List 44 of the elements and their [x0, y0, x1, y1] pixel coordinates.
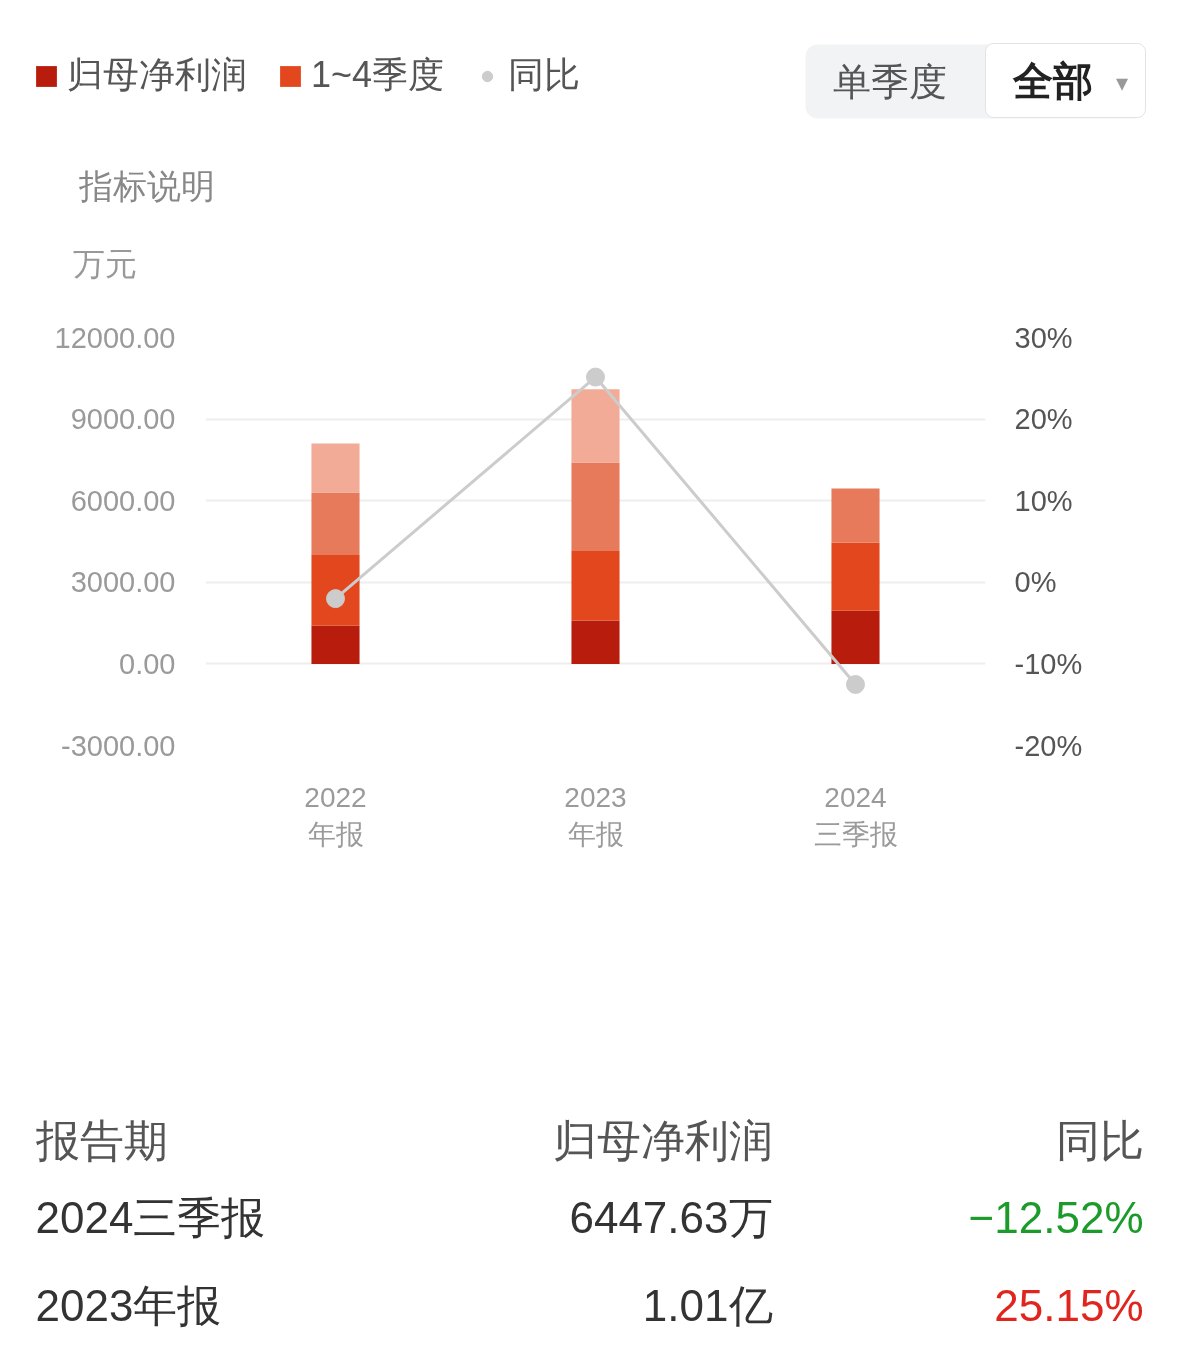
bar	[571, 551, 620, 621]
text: 25.15%	[994, 1281, 1144, 1330]
text: 同比	[1055, 1116, 1144, 1165]
y-tick-label: 0.00	[119, 647, 176, 680]
point	[586, 367, 605, 387]
text: 1.01亿	[642, 1281, 773, 1330]
text: 2023年报	[35, 1281, 222, 1330]
y2-tick-label: -20%	[1014, 729, 1083, 762]
y2-tick-label: 20%	[1014, 403, 1073, 436]
text: 6447.63万	[569, 1193, 773, 1242]
y-tick-label: 9000.00	[70, 403, 176, 436]
bar	[571, 620, 620, 664]
y-tick-label: 12000.00	[54, 321, 176, 354]
y-tick-label: 3000.00	[70, 566, 176, 599]
text: ▾	[1115, 69, 1128, 96]
y2-tick-label: 0%	[1014, 566, 1057, 599]
y-axis-title: 万元	[72, 245, 137, 282]
x-tick-label: 2023 年报	[564, 781, 627, 850]
text: 报告期	[34, 1116, 168, 1165]
legend-label: 同比	[508, 53, 581, 97]
text: 指标说明	[77, 166, 215, 205]
bar	[571, 462, 620, 552]
text: −12.52%	[968, 1193, 1144, 1242]
bar	[571, 389, 620, 463]
bar	[831, 542, 880, 611]
bar	[831, 488, 880, 543]
text: 全部	[1011, 58, 1093, 103]
y-tick-label: 6000.00	[70, 484, 176, 517]
y2-tick-label: -10%	[1014, 647, 1083, 680]
x-tick-label: 2024 三季报	[813, 781, 898, 850]
y-tick-label: -3000.00	[61, 729, 176, 762]
text: 单季度	[832, 60, 947, 103]
y2-tick-label: 10%	[1014, 484, 1073, 517]
legend-label: 归母净利润	[67, 53, 247, 97]
y2-tick-label: 30%	[1014, 321, 1073, 354]
bar	[311, 443, 360, 493]
bar	[311, 492, 360, 556]
text: 2024三季报	[35, 1193, 266, 1242]
bar	[831, 610, 880, 664]
legend-label: 1~4季度	[311, 53, 445, 97]
text: 归母净利润	[552, 1116, 773, 1165]
x-tick-label: 2022 年报	[304, 781, 367, 850]
point	[846, 674, 865, 694]
bar	[311, 625, 360, 664]
